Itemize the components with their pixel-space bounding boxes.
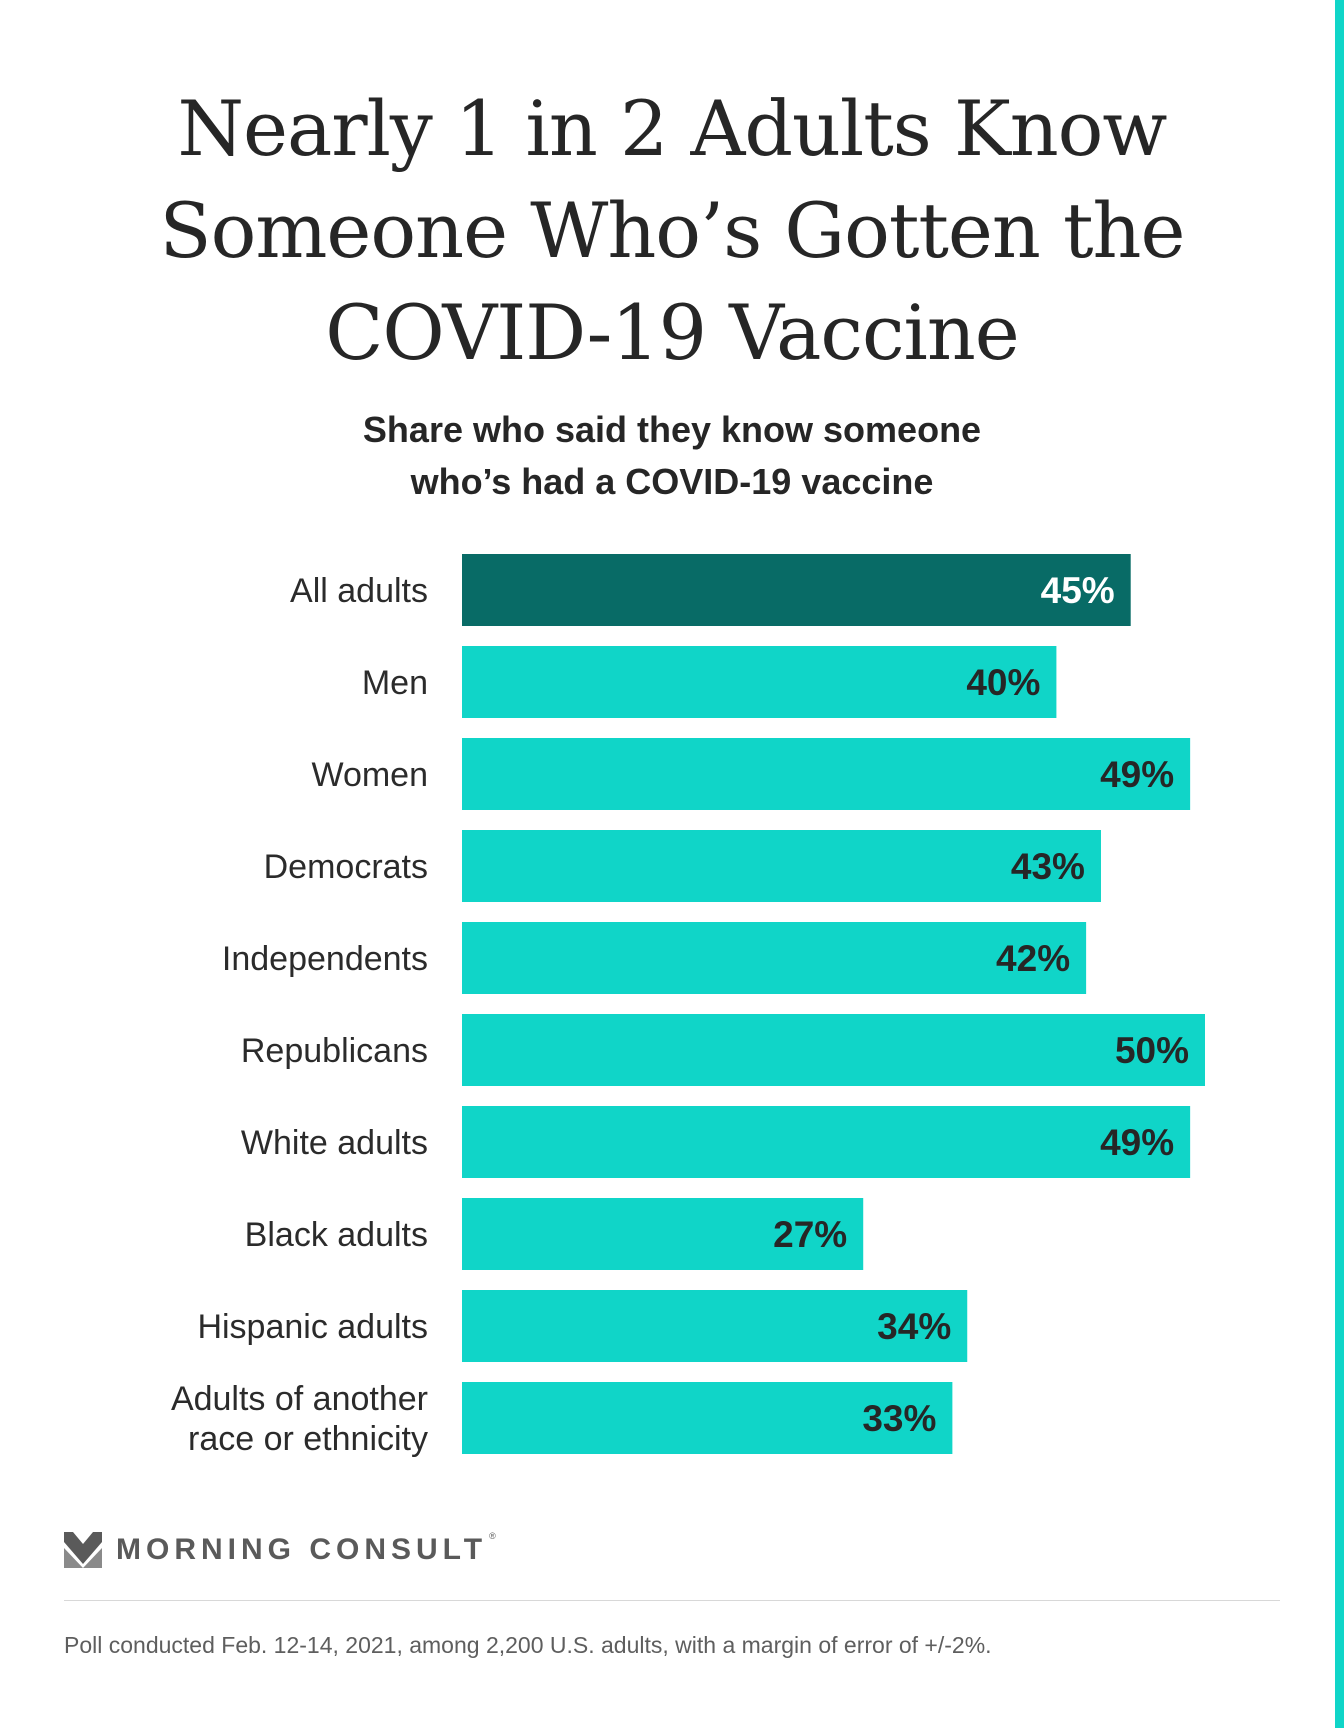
value-label: 43% [1011, 846, 1085, 887]
value-label: 34% [877, 1306, 951, 1347]
footer-divider [64, 1600, 1280, 1601]
category-label: Republicans [241, 1032, 428, 1070]
chart-subtitle: Share who said they know someone who’s h… [250, 404, 1094, 508]
category-label: Hispanic adults [197, 1308, 428, 1346]
bar [462, 554, 1131, 626]
subtitle-line: Share who said they know someone [362, 409, 982, 450]
category-label: Women [311, 756, 428, 794]
bar [462, 1198, 864, 1270]
brand-registered-mark: ® [489, 1531, 496, 1541]
bar [462, 646, 1057, 718]
bar-chart: 45% All adults 40% Men 49% Women 43% Democrats 4… [171, 554, 1205, 1458]
value-label: 49% [1100, 1122, 1174, 1163]
footnote: Poll conducted Feb. 12-14, 2021, among 2… [64, 1632, 992, 1658]
bar [462, 1290, 968, 1362]
brand-name: MORNING CONSULT [116, 1533, 488, 1566]
chart-title: Nearly 1 in 2 Adults Know Someone Who’s … [150, 78, 1194, 384]
value-label: 49% [1100, 754, 1174, 795]
bar [462, 922, 1087, 994]
bar [462, 1014, 1205, 1086]
category-label: Independents [222, 940, 428, 978]
morning-consult-chevron-logo-icon [64, 1532, 102, 1568]
category-label: Democrats [264, 848, 428, 886]
value-label: 42% [996, 938, 1070, 979]
category-label: Men [362, 664, 428, 702]
bar [462, 738, 1191, 810]
category-label: Adults of another [171, 1380, 428, 1418]
value-label: 33% [862, 1398, 936, 1439]
edge-accent-strip [1335, 0, 1344, 1728]
subtitle-line: who’s had a COVID-19 vaccine [410, 461, 934, 502]
value-label: 27% [773, 1214, 847, 1255]
category-label: Black adults [245, 1216, 428, 1254]
value-label: 40% [966, 662, 1040, 703]
bar [462, 1106, 1191, 1178]
title-line: COVID-19 Vaccine [325, 288, 1019, 377]
title-line: Nearly 1 in 2 Adults Know [177, 84, 1168, 173]
value-label: 45% [1041, 570, 1115, 611]
title-line: Someone Who’s Gotten the [159, 186, 1186, 275]
value-label: 50% [1115, 1030, 1189, 1071]
category-label: All adults [290, 572, 428, 610]
category-label: White adults [241, 1124, 428, 1162]
brand-logo: MORNING CONSULT ® [64, 1530, 496, 1570]
category-label: race or ethnicity [188, 1420, 428, 1458]
bar [462, 1382, 953, 1454]
bar [462, 830, 1101, 902]
